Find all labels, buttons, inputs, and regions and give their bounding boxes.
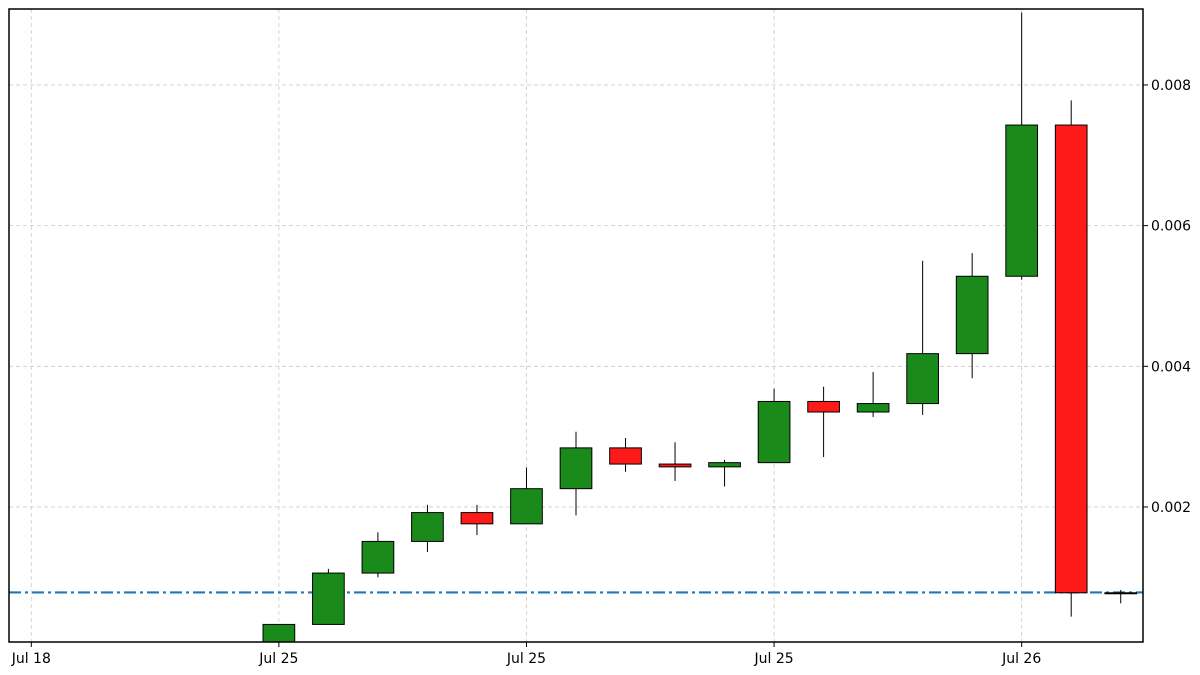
candles-layer: [262, 12, 1138, 643]
candle-up: [262, 623, 296, 643]
candle-body: [411, 512, 444, 542]
y-tick-label: 0.004: [1151, 359, 1191, 375]
candle-body: [559, 447, 593, 490]
candle-body: [1005, 124, 1039, 277]
y-tick-label: 0.006: [1151, 219, 1191, 235]
x-tick-label: Jul 26: [1001, 651, 1041, 667]
candle-body: [361, 540, 395, 574]
candle-body: [460, 512, 494, 525]
candle-up: [1005, 12, 1039, 280]
y-axis: 0.002 0.004 0.006 0.008: [1143, 78, 1191, 516]
x-tick-label: Jul 18: [11, 651, 51, 667]
candle-down: [609, 438, 642, 472]
candle-up: [955, 253, 989, 379]
x-tick-label: Jul 25: [258, 651, 298, 667]
candle-body: [906, 353, 939, 405]
candle-body: [856, 403, 890, 413]
candle-down: [460, 504, 494, 536]
candle-up: [708, 459, 741, 487]
candle-down: [658, 442, 692, 481]
candle-body: [1054, 124, 1088, 594]
candle-down: [1054, 100, 1088, 617]
candle-body: [510, 488, 543, 525]
candle-body: [658, 463, 692, 468]
x-tick-label: Jul 25: [506, 651, 546, 667]
candle-up: [411, 504, 444, 552]
candle-body: [1104, 592, 1138, 595]
x-axis: Jul 18 Jul 25 Jul 25 Jul 25 Jul 26: [11, 642, 1041, 667]
candle-up: [361, 532, 395, 578]
candle-up: [312, 568, 345, 625]
y-tick-label: 0.002: [1151, 500, 1191, 516]
candle-body: [312, 572, 345, 625]
x-tick-label: Jul 25: [754, 651, 794, 667]
candle-down: [807, 386, 840, 458]
candle-body: [757, 400, 791, 464]
candle-body: [708, 462, 741, 468]
candle-up: [856, 371, 890, 417]
plot-frame: [8, 8, 1144, 643]
candle-body: [609, 447, 642, 465]
candle-up: [906, 260, 939, 415]
candle-body: [262, 623, 296, 643]
candle-body: [955, 275, 989, 355]
candle-up: [757, 388, 791, 464]
candle-body: [807, 400, 840, 413]
candle-up: [1104, 589, 1138, 604]
y-tick-label: 0.008: [1151, 78, 1191, 94]
candle-up: [510, 467, 543, 525]
candle-up: [559, 431, 593, 516]
